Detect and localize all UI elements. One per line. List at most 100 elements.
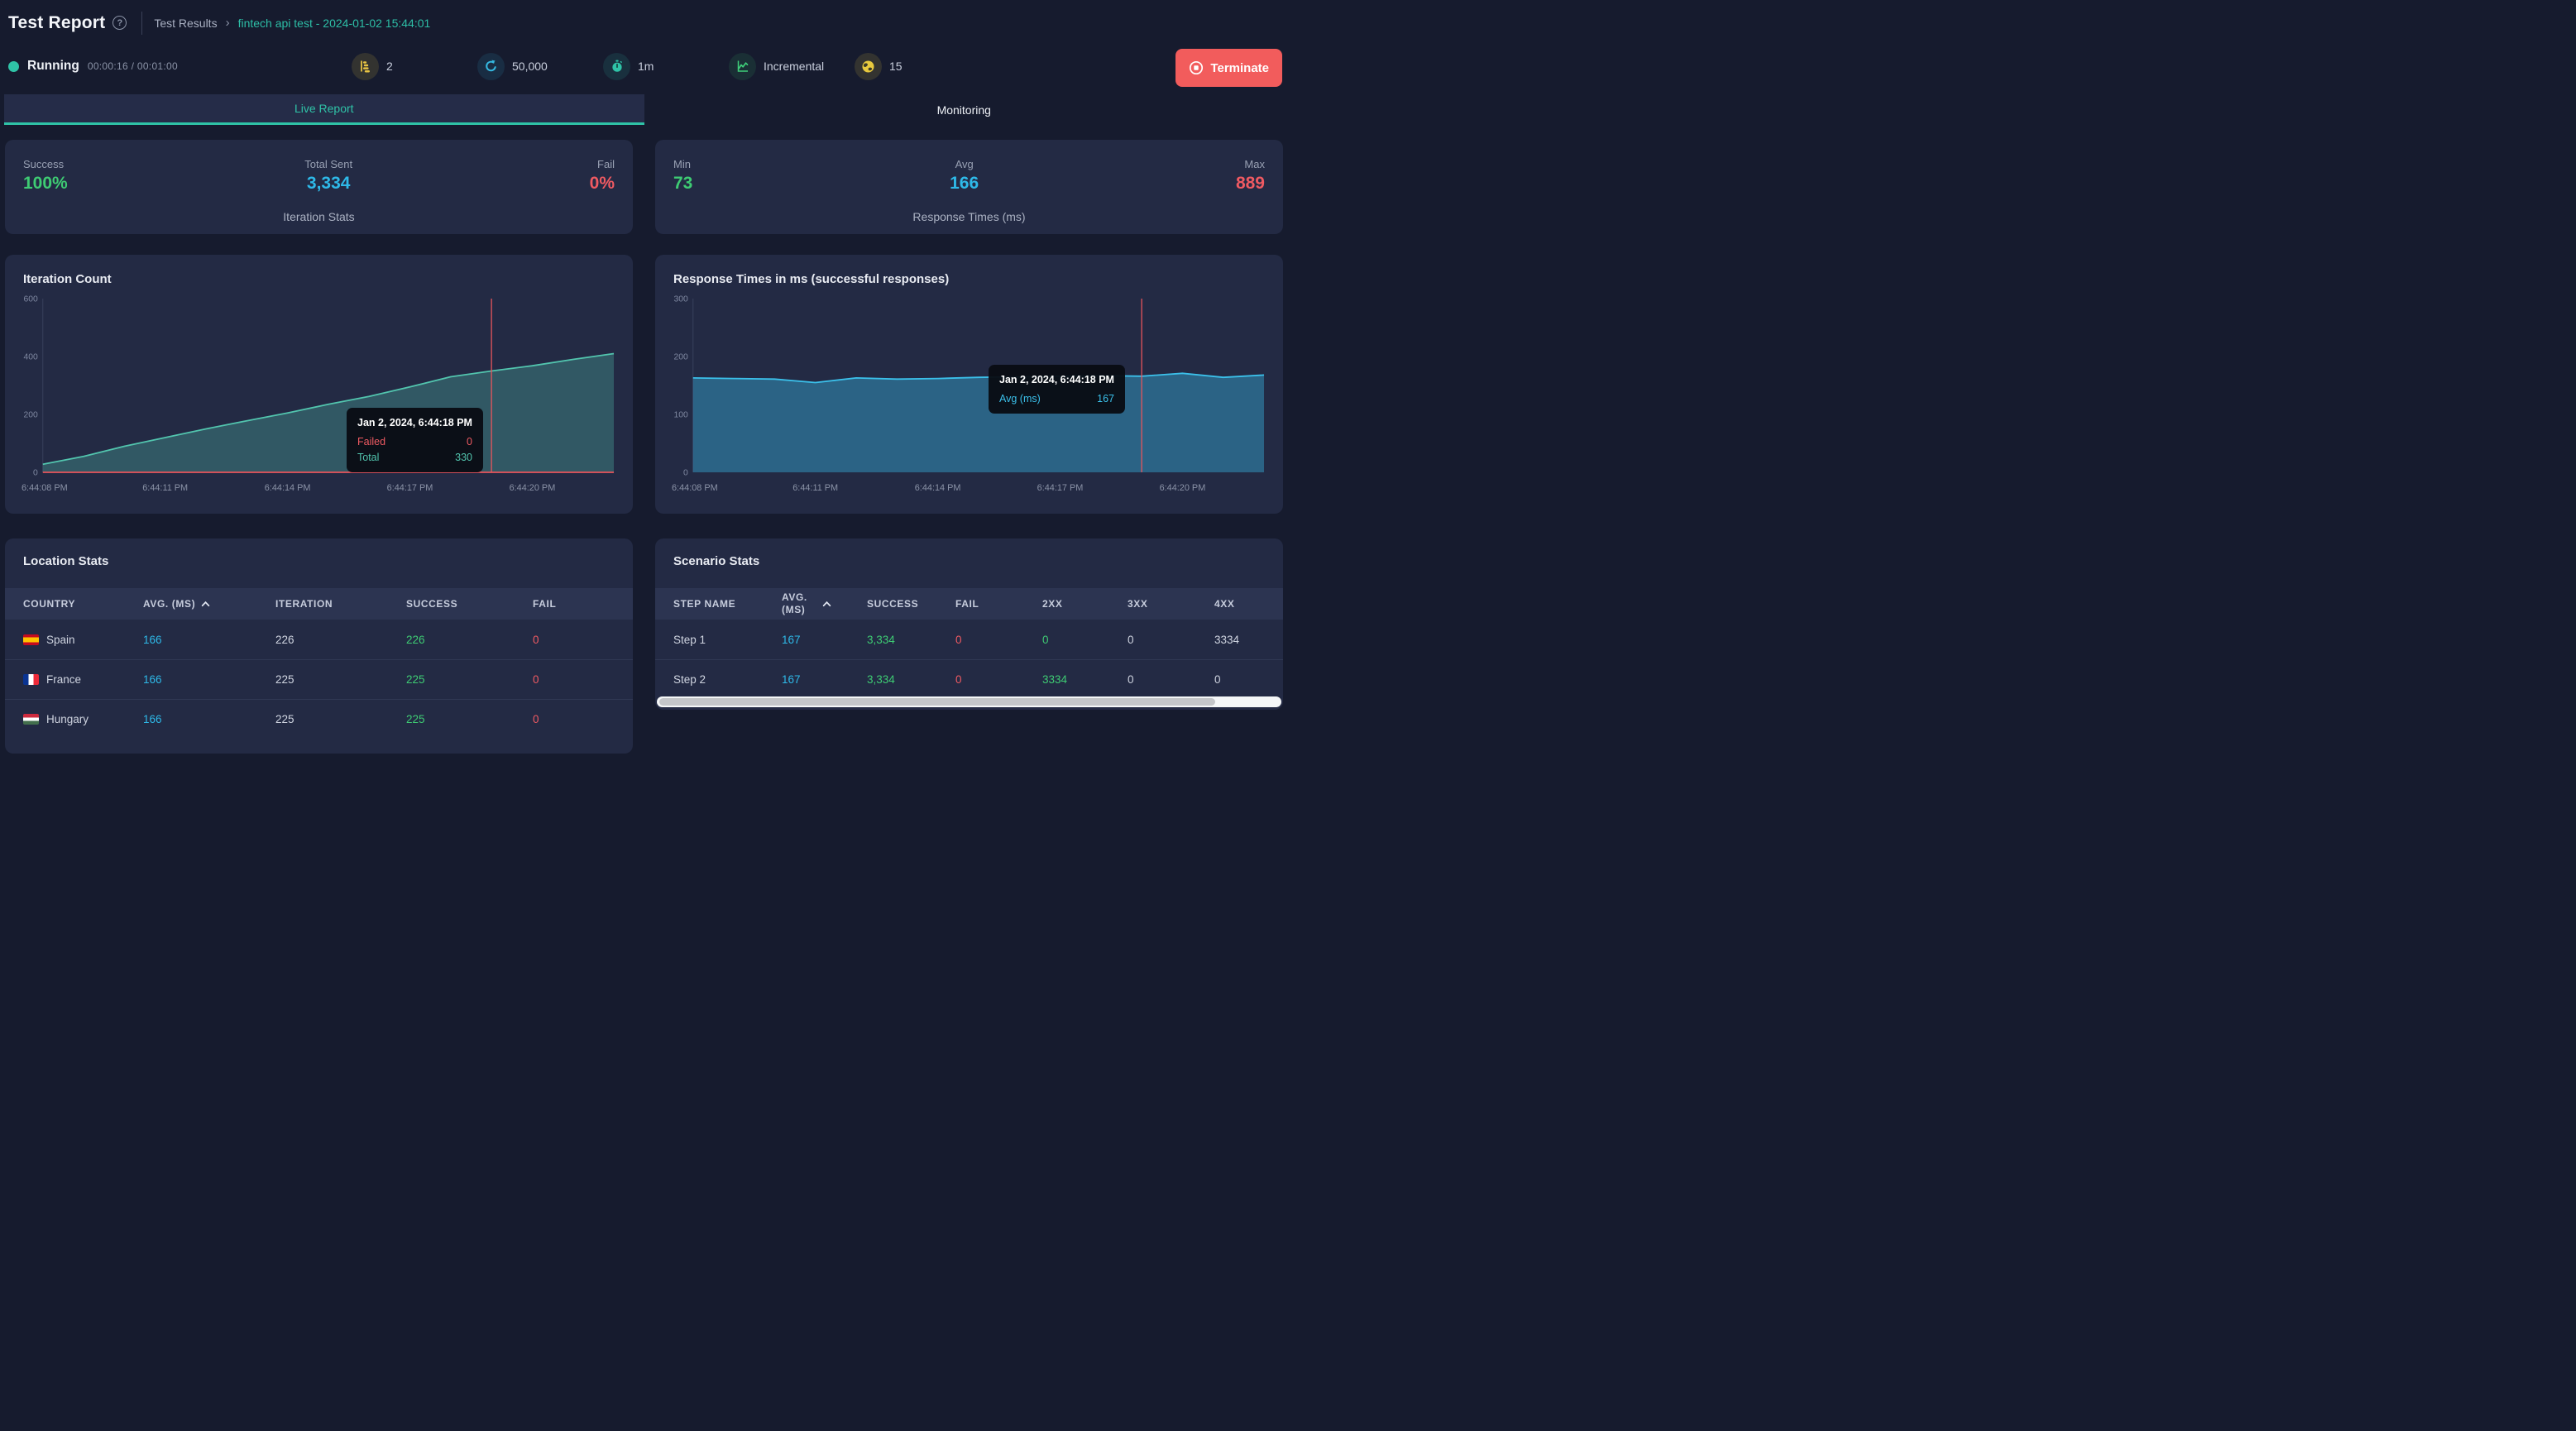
stat-fail: Fail 0%: [590, 158, 615, 194]
tab-live-report[interactable]: Live Report: [4, 94, 644, 125]
column-header-label: 4XX: [1214, 598, 1235, 610]
column-header-step-name[interactable]: STEP NAME: [673, 598, 782, 610]
stat-avg: Avg 166: [950, 158, 979, 194]
scenario-stats-card: Scenario Stats STEP NAME AVG. (MS) SUCCESS…: [655, 538, 1283, 710]
metric-steps: 2: [352, 52, 477, 80]
column-header-fail[interactable]: FAIL: [533, 598, 615, 610]
cell-value: 0: [955, 673, 962, 686]
svg-text:400: 400: [23, 352, 38, 361]
svg-text:100: 100: [673, 410, 688, 419]
column-header-success[interactable]: SUCCESS: [867, 598, 955, 610]
table-body: Step 1 167 3,334 0 0 0 3334 Step 2 167 3,334 0 3334…: [655, 620, 1283, 699]
response-times-chart[interactable]: 0 100 200 300 6:44:08 PM 6:44:11 PM 6:44:14 PM…: [672, 289, 1266, 497]
svg-text:6:44:17 PM: 6:44:17 PM: [387, 483, 433, 493]
breadcrumb-test-results[interactable]: Test Results: [154, 16, 218, 30]
table-cell-fail: 0: [533, 673, 615, 686]
cell-value: 225: [275, 673, 294, 686]
table-title: Scenario Stats: [673, 554, 760, 568]
cell-value: 0: [1128, 633, 1134, 646]
table-cell-country: Spain: [23, 634, 143, 646]
table-cell-xx3: 0: [1128, 673, 1214, 686]
metric-iterations: 50,000: [477, 52, 603, 80]
response-times-card: Min 73 Avg 166 Max 889 Response Times (m…: [655, 140, 1283, 234]
table-cell-xx4: 3334: [1214, 634, 1265, 646]
column-header-label: ITERATION: [275, 598, 333, 610]
stat-value: 166: [950, 174, 979, 193]
cell-value: 0: [1128, 673, 1134, 686]
column-header-label: AVG. (MS): [782, 591, 807, 615]
cell-value: 0: [533, 713, 539, 725]
stat-label: Total Sent: [304, 158, 353, 170]
stop-icon: [1190, 60, 1204, 75]
table-cell-avg: 166: [143, 673, 275, 686]
scrollbar-thumb[interactable]: [659, 698, 1215, 706]
metric-locations-value: 15: [889, 60, 903, 73]
iteration-count-chart[interactable]: 0 200 400 600 6:44:08 PM 6:44:11 PM 6:44:14 PM…: [22, 289, 616, 497]
globe-icon: [855, 52, 882, 80]
stat-value: 73: [673, 174, 693, 193]
metric-load-type: Incremental: [729, 52, 855, 80]
metric-steps-value: 2: [386, 60, 393, 73]
cell-value: 166: [143, 673, 162, 686]
column-header-3xx[interactable]: 3XX: [1128, 598, 1214, 610]
table-cell-iteration: 225: [275, 673, 406, 686]
table-cell-avg: 167: [782, 634, 867, 646]
column-header-country[interactable]: COUNTRY: [23, 598, 143, 610]
cell-value: Step 2: [673, 673, 706, 686]
svg-text:6:44:20 PM: 6:44:20 PM: [1160, 483, 1206, 493]
cell-value: France: [46, 673, 82, 686]
trend-chart-icon: [729, 52, 756, 80]
france-flag-icon: [23, 674, 39, 685]
table-cell-success: 3,334: [867, 634, 955, 646]
iteration-stats-card: Success 100% Total Sent 3,334 Fail 0% It…: [5, 140, 633, 234]
column-header-avg-ms[interactable]: AVG. (MS): [782, 591, 867, 616]
metric-duration-value: 1m: [638, 60, 654, 73]
cell-value: 3,334: [867, 633, 895, 646]
stat-total-sent: Total Sent 3,334: [304, 158, 352, 194]
column-header-label: STEP NAME: [673, 598, 736, 610]
metric-locations: 15: [855, 52, 903, 80]
svg-text:6:44:20 PM: 6:44:20 PM: [510, 483, 556, 493]
stat-label: Max: [1244, 158, 1265, 170]
terminate-button[interactable]: Terminate: [1175, 49, 1282, 87]
horizontal-scrollbar[interactable]: [657, 696, 1281, 707]
top-bar: Test Report ? Test Results › fintech api…: [0, 0, 1288, 45]
cell-value: 0: [533, 673, 539, 686]
svg-text:300: 300: [673, 294, 688, 304]
test-report-page: Test Report ? Test Results › fintech api…: [0, 0, 1288, 754]
cell-value: 226: [406, 633, 425, 646]
steps-icon: [352, 52, 379, 80]
column-header-success[interactable]: SUCCESS: [406, 598, 533, 610]
help-icon[interactable]: ?: [113, 16, 127, 30]
column-header-2xx[interactable]: 2XX: [1042, 598, 1128, 610]
table-cell-xx4: 0: [1214, 673, 1265, 686]
column-header-label: 3XX: [1128, 598, 1148, 610]
table-cell-success: 225: [406, 673, 533, 686]
response-times-chart-card: Response Times in ms (successful respons…: [655, 255, 1283, 514]
cell-value: 0: [955, 633, 962, 646]
cell-value: 166: [143, 713, 162, 725]
column-header-fail[interactable]: FAIL: [955, 598, 1042, 610]
stopwatch-icon: [603, 52, 630, 80]
svg-text:6:44:17 PM: 6:44:17 PM: [1037, 483, 1084, 493]
svg-text:6:44:14 PM: 6:44:14 PM: [915, 483, 961, 493]
chart-title: Response Times in ms (successful respons…: [673, 272, 950, 286]
table-cell-step: Step 2: [673, 673, 782, 686]
tab-monitoring[interactable]: Monitoring: [936, 103, 991, 117]
column-header-iteration[interactable]: ITERATION: [275, 598, 406, 610]
table-cell-xx3: 0: [1128, 634, 1214, 646]
column-header-avg-ms[interactable]: AVG. (MS): [143, 598, 275, 610]
report-tabs: Live Report Monitoring: [0, 94, 1288, 125]
table-header: STEP NAME AVG. (MS) SUCCESS FAIL 2XX 3XX 4XX: [655, 588, 1283, 620]
table-cell-fail: 0: [533, 713, 615, 725]
terminate-label: Terminate: [1210, 60, 1269, 75]
column-header-4xx[interactable]: 4XX: [1214, 598, 1265, 610]
dashboard-grid: Success 100% Total Sent 3,334 Fail 0% It…: [0, 125, 1288, 754]
svg-text:600: 600: [23, 294, 38, 304]
table-cell-iteration: 225: [275, 713, 406, 725]
stat-value: 0%: [589, 174, 615, 193]
running-status-dot-icon: [8, 60, 19, 72]
column-header-label: 2XX: [1042, 598, 1063, 610]
running-status-label: Running: [27, 59, 79, 73]
cell-value: 225: [275, 713, 294, 725]
